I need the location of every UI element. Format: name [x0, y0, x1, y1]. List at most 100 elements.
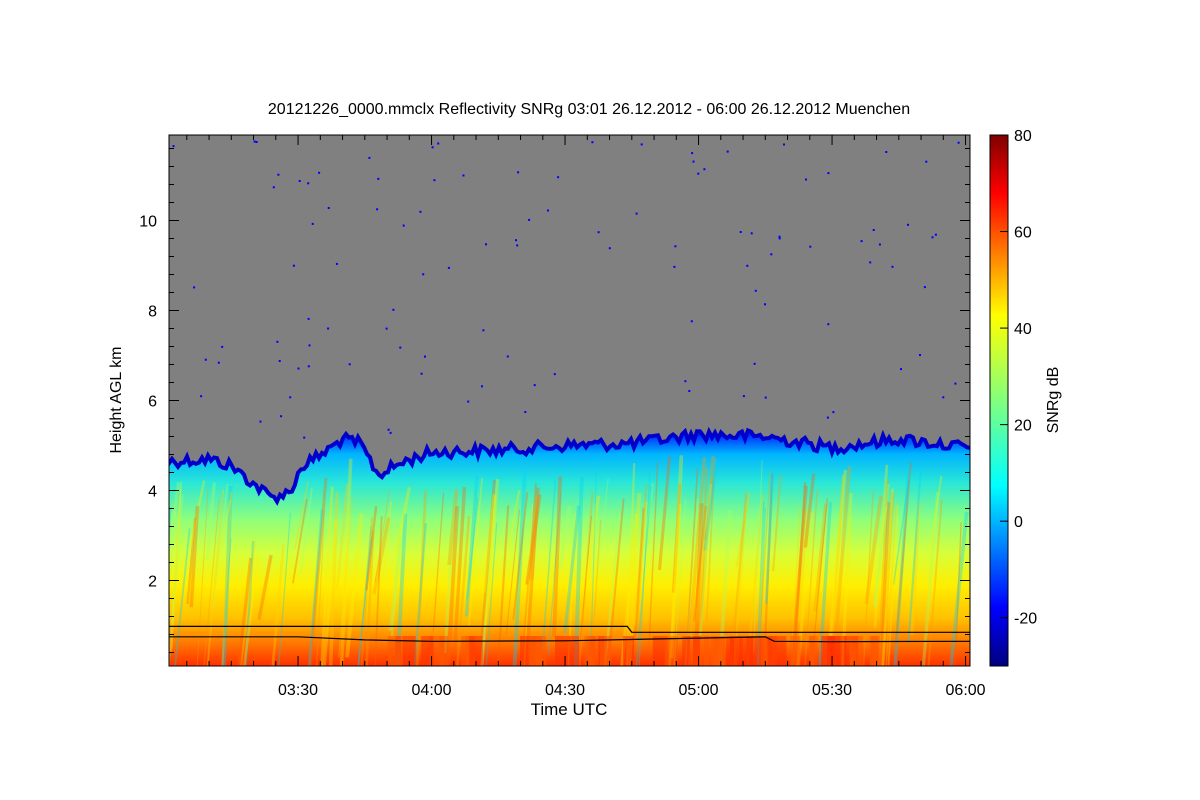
strong-echo: [725, 636, 734, 666]
fall-streak: [468, 478, 483, 626]
y-tick-label: 2: [148, 574, 157, 591]
fall-streak: [390, 536, 402, 637]
fall-streak: [791, 506, 801, 651]
fall-streak: [485, 522, 498, 666]
fall-streak: [358, 526, 372, 666]
x-tick-label: 04:30: [545, 682, 585, 699]
noise-speckle: [308, 344, 311, 347]
colorbar-tick-label: 60: [1014, 225, 1032, 242]
fall-streak: [525, 494, 542, 585]
noise-speckle: [826, 416, 829, 419]
noise-speckle: [516, 244, 519, 247]
strong-echo: [569, 636, 579, 666]
noise-speckle: [399, 346, 402, 349]
x-tick-label: 04:00: [412, 682, 452, 699]
noise-speckle: [591, 141, 594, 144]
colorbar-label: SNRg dB: [1045, 367, 1062, 434]
noise-speckle: [533, 384, 536, 387]
noise-speckle: [467, 400, 470, 403]
noise-speckle: [297, 367, 300, 370]
noise-speckle: [942, 396, 945, 399]
noise-speckle: [307, 182, 310, 185]
strong-echo: [849, 636, 863, 666]
fall-streak: [240, 540, 256, 666]
fall-streak: [464, 474, 479, 617]
fall-streak: [699, 484, 713, 635]
noise-speckle: [885, 151, 888, 153]
y-tick-label: 4: [148, 484, 157, 501]
fall-streak: [792, 482, 807, 666]
overlay-lines: [169, 625, 970, 643]
fall-streak: [374, 516, 383, 666]
y-tick-label: 6: [148, 394, 157, 411]
fall-streak: [497, 505, 510, 666]
noise-speckle: [754, 289, 757, 292]
fall-streak: [205, 482, 217, 561]
fall-streak: [573, 477, 584, 666]
fall-streak: [929, 475, 943, 555]
fall-streak: [211, 483, 229, 610]
strong-echo: [869, 636, 878, 666]
fall-streak: [697, 455, 715, 645]
noise-speckle: [907, 223, 909, 226]
noise-speckle: [931, 236, 934, 239]
fall-streak: [466, 497, 479, 600]
fall-streak: [170, 488, 182, 652]
fall-streak: [432, 492, 445, 632]
strong-echo: [395, 636, 403, 666]
strong-echo: [588, 636, 599, 666]
strong-echo: [469, 636, 483, 666]
fall-streak: [828, 474, 845, 660]
fall-streak: [505, 509, 521, 635]
fall-streak: [189, 505, 200, 608]
fall-streak: [222, 486, 233, 666]
fall-streak: [244, 540, 255, 666]
fall-streak: [790, 485, 808, 666]
fall-streak: [446, 506, 460, 666]
fall-streak: [735, 493, 751, 567]
noise-speckle: [925, 160, 928, 163]
colorbar-tick-label: 20: [1014, 418, 1032, 435]
noise-speckle: [635, 212, 638, 215]
fall-streak: [482, 493, 497, 593]
noise-speckle: [528, 218, 531, 221]
noise-speckle: [746, 264, 749, 267]
noise-speckle: [377, 177, 380, 180]
noise-speckle: [805, 178, 807, 181]
noise-speckle: [827, 172, 830, 175]
fall-streak: [927, 499, 943, 666]
noise-speckle: [690, 320, 693, 323]
fall-streak: [893, 471, 911, 666]
fall-streak: [521, 483, 537, 666]
fall-streak: [877, 479, 889, 666]
fall-streak: [242, 553, 260, 666]
fall-streak: [512, 492, 529, 620]
fall-streak: [894, 462, 912, 647]
fall-streak: [949, 511, 969, 666]
noise-speckle: [172, 145, 175, 148]
noise-speckle: [688, 390, 691, 392]
fall-streak: [585, 495, 601, 579]
x-axis-label: Time UTC: [531, 700, 608, 719]
noise-speckle: [255, 141, 258, 143]
noise-speckle: [900, 368, 902, 371]
noise-speckle: [832, 411, 835, 414]
noise-speckle: [517, 171, 520, 174]
fall-streak: [237, 557, 253, 666]
fall-streak: [316, 509, 326, 666]
strong-echo: [693, 636, 701, 666]
x-tick-label: 05:30: [812, 682, 852, 699]
colorbar-tick-label: 80: [1014, 128, 1032, 145]
noise-speckle: [608, 247, 611, 250]
fall-streak: [763, 473, 774, 666]
fall-streak: [322, 519, 338, 666]
fall-streak: [541, 479, 557, 650]
fall-streak: [887, 505, 899, 666]
fall-streak: [589, 462, 598, 666]
noise-speckle: [739, 231, 742, 233]
fall-streak: [954, 522, 962, 666]
noise-speckle: [217, 361, 220, 364]
noise-speckle: [392, 308, 395, 311]
fall-streaks: [169, 455, 969, 666]
fall-streak: [638, 469, 651, 666]
